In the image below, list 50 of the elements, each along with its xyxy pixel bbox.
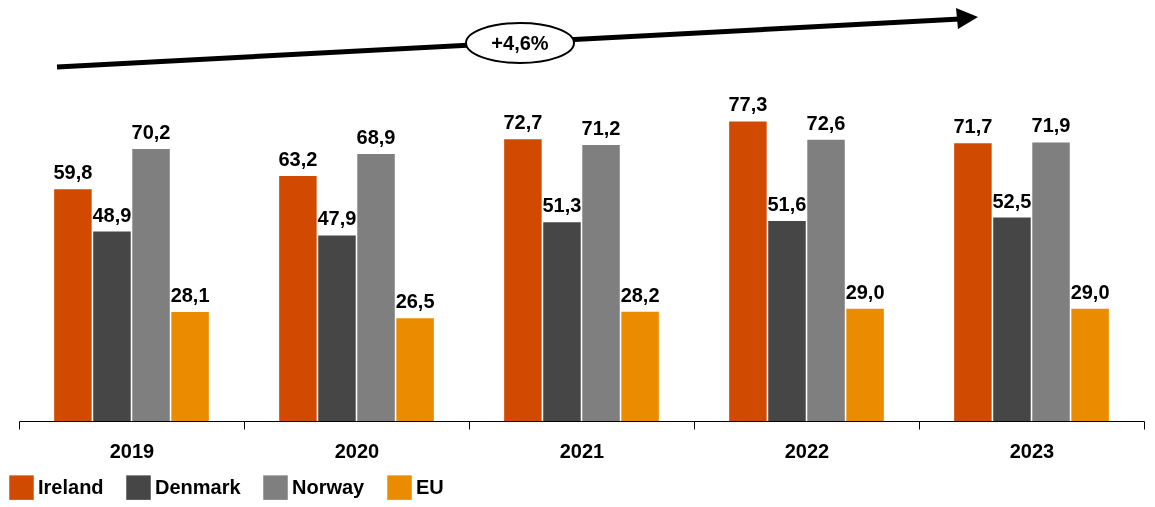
bar (132, 148, 170, 421)
legend-label: Ireland (38, 475, 104, 498)
data-label: 52,5 (992, 189, 1032, 212)
data-label: 77,3 (728, 93, 768, 116)
bar (621, 311, 659, 421)
data-label: 47,9 (317, 207, 357, 230)
data-label: 71,9 (1031, 114, 1071, 137)
data-label: 59,8 (53, 161, 93, 184)
x-tick-label: 2022 (784, 439, 830, 462)
data-label: 51,3 (542, 194, 582, 217)
bar (1032, 142, 1070, 421)
x-tick-label: 2023 (1009, 439, 1055, 462)
data-label: 29,0 (845, 280, 885, 303)
data-label: 63,2 (278, 148, 318, 171)
legend-label: Norway (292, 475, 366, 498)
legend-label: Denmark (155, 475, 242, 498)
bar (846, 308, 884, 421)
bar (729, 121, 767, 421)
bar (582, 145, 620, 421)
legend-label: EU (416, 475, 444, 498)
bar (396, 318, 434, 421)
data-label: 28,1 (170, 284, 210, 307)
data-label: 68,9 (356, 126, 396, 149)
data-label: 71,2 (581, 117, 621, 140)
data-label: 28,2 (620, 283, 660, 306)
text: +4,6% (491, 32, 549, 54)
bar (993, 217, 1031, 421)
bar (768, 221, 806, 421)
data-label: 26,5 (395, 290, 435, 313)
data-label: 29,0 (1070, 280, 1110, 303)
bar (807, 139, 845, 421)
data-label: 71,7 (953, 115, 993, 138)
data-label: 70,2 (131, 120, 171, 143)
data-label: 72,6 (806, 111, 846, 134)
bar (543, 222, 581, 421)
x-tick-label: 2021 (559, 439, 605, 462)
x-tick-label: 2019 (109, 439, 155, 462)
bar (1071, 308, 1109, 421)
bar (504, 139, 542, 421)
bar (954, 143, 992, 421)
bar (279, 176, 317, 421)
x-tick-label: 2020 (334, 439, 380, 462)
data-label: 48,9 (92, 203, 132, 226)
bar (318, 235, 356, 421)
bar (171, 312, 209, 421)
data-label: 72,7 (503, 111, 543, 134)
bar (357, 154, 395, 421)
bar (93, 231, 131, 421)
data-label: 51,6 (767, 193, 807, 216)
bar (54, 189, 92, 421)
